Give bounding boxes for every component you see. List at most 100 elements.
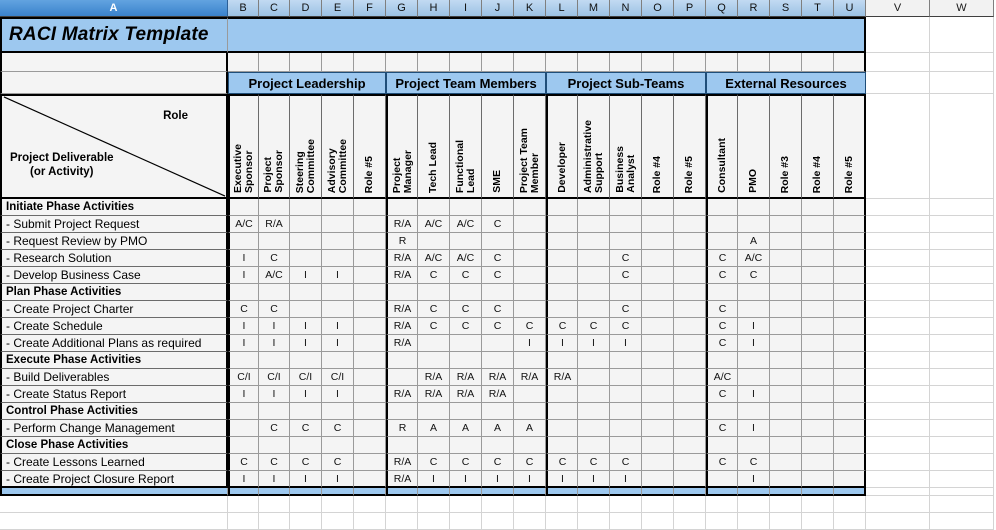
raci-cell[interactable] xyxy=(834,420,866,437)
raci-cell[interactable] xyxy=(354,403,386,420)
raci-cell[interactable]: R/A xyxy=(386,301,418,318)
raci-cell[interactable] xyxy=(354,471,386,488)
column-header-h[interactable]: H xyxy=(418,0,450,17)
raci-cell[interactable]: I xyxy=(259,386,290,403)
raci-cell[interactable] xyxy=(674,471,706,488)
raci-cell[interactable] xyxy=(834,403,866,420)
raci-cell[interactable] xyxy=(674,301,706,318)
raci-cell[interactable] xyxy=(770,352,802,369)
raci-cell[interactable]: R xyxy=(386,233,418,250)
raci-cell[interactable] xyxy=(674,199,706,216)
raci-cell[interactable] xyxy=(802,267,834,284)
raci-cell[interactable] xyxy=(354,284,386,301)
raci-cell[interactable] xyxy=(834,318,866,335)
raci-cell[interactable] xyxy=(642,454,674,471)
raci-cell[interactable] xyxy=(770,267,802,284)
raci-cell[interactable] xyxy=(738,369,770,386)
raci-cell[interactable] xyxy=(578,301,610,318)
raci-cell[interactable] xyxy=(738,403,770,420)
raci-cell[interactable] xyxy=(802,318,834,335)
raci-cell[interactable] xyxy=(514,233,546,250)
raci-cell[interactable] xyxy=(259,352,290,369)
raci-cell[interactable]: I xyxy=(450,471,482,488)
raci-cell[interactable] xyxy=(418,199,450,216)
raci-cell[interactable] xyxy=(642,301,674,318)
raci-cell[interactable] xyxy=(706,437,738,454)
raci-cell[interactable]: A/C xyxy=(738,250,770,267)
raci-cell[interactable] xyxy=(610,437,642,454)
raci-cell[interactable] xyxy=(802,233,834,250)
column-header-u[interactable]: U xyxy=(834,0,866,17)
raci-cell[interactable] xyxy=(642,216,674,233)
raci-cell[interactable] xyxy=(834,301,866,318)
raci-cell[interactable]: I xyxy=(259,335,290,352)
column-header-q[interactable]: Q xyxy=(706,0,738,17)
raci-cell[interactable] xyxy=(770,386,802,403)
raci-cell[interactable]: A/C xyxy=(418,250,450,267)
raci-cell[interactable] xyxy=(770,437,802,454)
raci-cell[interactable] xyxy=(706,471,738,488)
raci-cell[interactable] xyxy=(770,369,802,386)
raci-cell[interactable]: C xyxy=(546,318,578,335)
raci-cell[interactable]: I xyxy=(610,335,642,352)
raci-cell[interactable] xyxy=(546,437,578,454)
raci-cell[interactable] xyxy=(802,454,834,471)
raci-cell[interactable] xyxy=(642,199,674,216)
raci-cell[interactable] xyxy=(228,352,259,369)
column-header-v[interactable]: V xyxy=(866,0,930,17)
raci-cell[interactable] xyxy=(610,199,642,216)
column-header-w[interactable]: W xyxy=(930,0,994,17)
raci-cell[interactable] xyxy=(610,216,642,233)
raci-cell[interactable] xyxy=(610,369,642,386)
raci-cell[interactable] xyxy=(802,403,834,420)
raci-cell[interactable] xyxy=(354,369,386,386)
raci-cell[interactable]: C xyxy=(706,420,738,437)
column-header-f[interactable]: F xyxy=(354,0,386,17)
raci-cell[interactable] xyxy=(546,420,578,437)
raci-cell[interactable] xyxy=(642,386,674,403)
raci-cell[interactable]: I xyxy=(228,250,259,267)
raci-cell[interactable]: I xyxy=(578,471,610,488)
raci-cell[interactable] xyxy=(770,420,802,437)
raci-cell[interactable] xyxy=(674,216,706,233)
raci-cell[interactable] xyxy=(578,267,610,284)
raci-cell[interactable]: R/A xyxy=(482,369,514,386)
raci-cell[interactable] xyxy=(322,437,354,454)
raci-cell[interactable] xyxy=(802,437,834,454)
raci-cell[interactable]: C xyxy=(482,454,514,471)
raci-cell[interactable]: C xyxy=(482,318,514,335)
column-header-d[interactable]: D xyxy=(290,0,322,17)
raci-cell[interactable]: C xyxy=(322,420,354,437)
raci-cell[interactable]: C xyxy=(610,454,642,471)
raci-cell[interactable] xyxy=(578,437,610,454)
raci-cell[interactable] xyxy=(674,318,706,335)
raci-cell[interactable]: C xyxy=(578,318,610,335)
raci-cell[interactable] xyxy=(514,403,546,420)
raci-cell[interactable] xyxy=(482,352,514,369)
raci-cell[interactable]: C xyxy=(228,454,259,471)
column-header-c[interactable]: C xyxy=(259,0,290,17)
raci-cell[interactable] xyxy=(770,454,802,471)
raci-cell[interactable] xyxy=(802,386,834,403)
raci-cell[interactable]: C xyxy=(482,301,514,318)
raci-cell[interactable] xyxy=(259,403,290,420)
raci-cell[interactable]: R/A xyxy=(482,386,514,403)
raci-cell[interactable]: C xyxy=(259,454,290,471)
raci-cell[interactable]: C xyxy=(418,267,450,284)
raci-cell[interactable]: C xyxy=(706,301,738,318)
raci-cell[interactable] xyxy=(610,386,642,403)
raci-cell[interactable] xyxy=(354,352,386,369)
raci-cell[interactable] xyxy=(450,352,482,369)
raci-cell[interactable]: C xyxy=(578,454,610,471)
raci-cell[interactable]: C xyxy=(418,318,450,335)
raci-cell[interactable] xyxy=(770,403,802,420)
raci-cell[interactable] xyxy=(578,403,610,420)
raci-cell[interactable] xyxy=(674,352,706,369)
raci-cell[interactable] xyxy=(228,437,259,454)
raci-cell[interactable] xyxy=(770,471,802,488)
raci-cell[interactable] xyxy=(834,386,866,403)
raci-cell[interactable] xyxy=(642,233,674,250)
raci-cell[interactable] xyxy=(228,420,259,437)
raci-cell[interactable]: R xyxy=(386,420,418,437)
raci-cell[interactable] xyxy=(546,352,578,369)
